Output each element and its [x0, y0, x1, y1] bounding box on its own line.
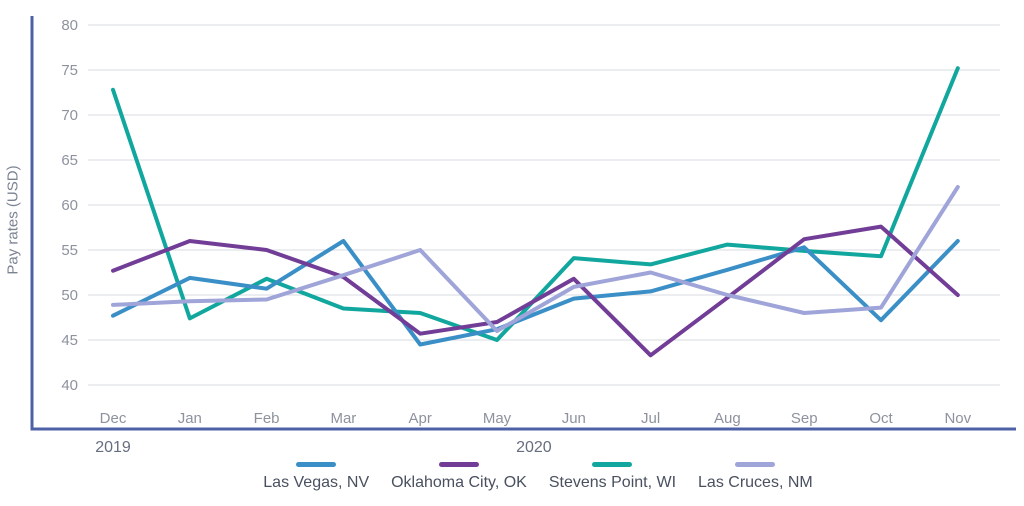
- y-tick-label: 70: [61, 107, 78, 124]
- legend-item-stevens-point-wi[interactable]: Stevens Point, WI: [549, 456, 676, 492]
- legend-swatch-oklahoma-city-ok: [438, 462, 479, 467]
- y-tick-label: 75: [61, 62, 78, 79]
- x-tick-label: Nov: [944, 410, 971, 427]
- legend-item-oklahoma-city-ok[interactable]: Oklahoma City, OK: [391, 456, 527, 492]
- y-tick-label: 80: [61, 17, 78, 34]
- legend-label: Stevens Point, WI: [548, 474, 677, 491]
- legend-swatch-las-cruces-nm: [735, 462, 776, 467]
- x-tick-label: Feb: [254, 410, 280, 427]
- year-label: 2020: [516, 439, 552, 455]
- legend-swatch-las-vegas-nv: [296, 462, 337, 467]
- x-tick-label: Oct: [869, 410, 893, 427]
- legend-label: Las Cruces, NM: [698, 474, 813, 491]
- x-tick-label: Aug: [714, 410, 741, 427]
- y-tick-label: 60: [61, 197, 78, 214]
- x-tick-label: Dec: [100, 410, 127, 427]
- y-tick-label: 45: [61, 332, 78, 349]
- y-tick-label: 55: [61, 242, 78, 259]
- x-tick-label: Sep: [791, 410, 818, 427]
- y-tick-label: 65: [61, 152, 78, 169]
- y-tick-label: 40: [61, 377, 78, 394]
- legend-swatch-stevens-point-wi: [592, 462, 633, 467]
- series-line-las-vegas-nv: [111, 239, 960, 347]
- x-tick-label: May: [483, 410, 512, 427]
- series-line-oklahoma-city-ok: [111, 224, 960, 358]
- year-label: 2019: [95, 439, 131, 455]
- series-line-las-cruces-nm: [111, 185, 960, 333]
- x-tick-label: Jun: [562, 410, 586, 427]
- x-tick-label: Jan: [178, 410, 202, 427]
- legend-label: Las Vegas, NV: [263, 474, 370, 491]
- y-axis-title: Pay rates (USD): [4, 165, 22, 275]
- y-tick-label: 50: [61, 287, 78, 304]
- chart-svg: 80 75 70 65 60 55 50 45 40 Dec Jan Feb Mar Apr May Jun J…: [30, 16, 1016, 456]
- x-tick-label: Mar: [330, 410, 356, 427]
- legend-label: Oklahoma City, OK: [391, 474, 527, 491]
- legend-item-las-vegas-nv[interactable]: Las Vegas, NV: [263, 456, 369, 492]
- legend: Las Vegas, NV Oklahoma City, OK Stevens Po…: [0, 456, 1024, 506]
- x-tick-label: Apr: [409, 410, 432, 427]
- legend-item-las-cruces-nm[interactable]: Las Cruces, NM: [698, 456, 813, 492]
- x-tick-label: Jul: [641, 410, 660, 427]
